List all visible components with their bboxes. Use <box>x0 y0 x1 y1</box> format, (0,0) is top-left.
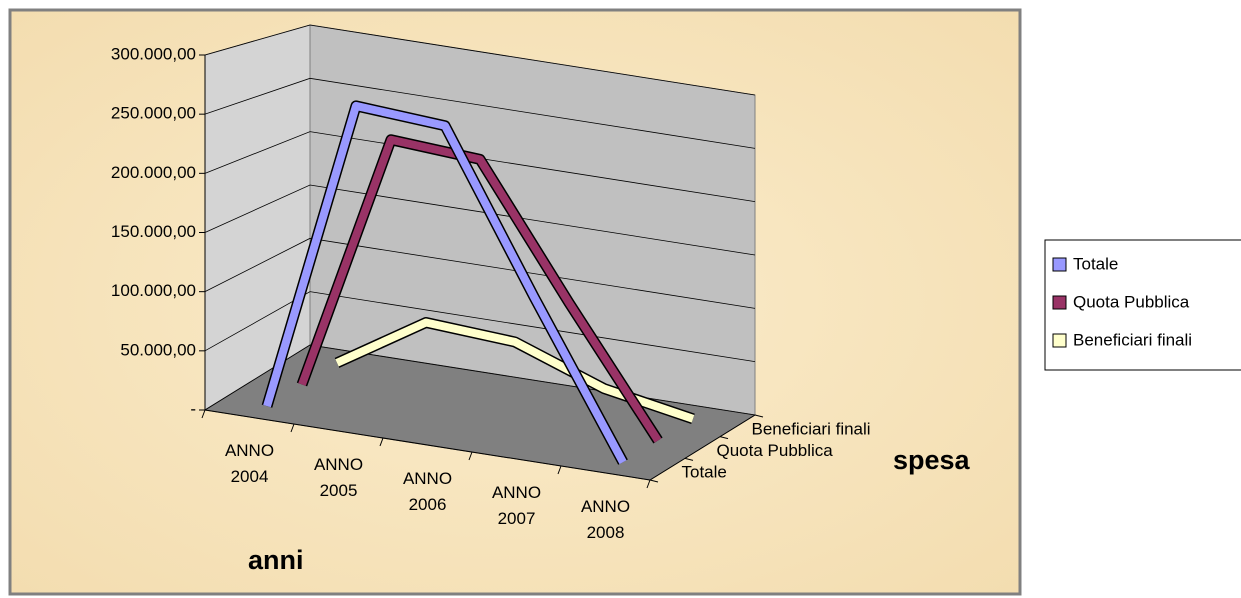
depth-tick <box>754 414 764 418</box>
y-tick-label: 100.000,00 <box>111 281 196 300</box>
depth-tick <box>684 457 694 461</box>
grid-line <box>204 131 756 203</box>
x-tick-label: ANNO 2008 <box>581 497 630 542</box>
x-axis <box>204 409 651 481</box>
y-tick-label: 150.000,00 <box>111 222 196 241</box>
grid-line <box>204 77 756 149</box>
legend-label: Quota Pubblica <box>1073 292 1190 311</box>
x-tick-label-line: 2004 <box>231 467 269 486</box>
y-tick-label: 50.000,00 <box>120 340 196 359</box>
grid-line <box>204 184 756 256</box>
x-tick-label-line: ANNO <box>314 455 363 474</box>
x-tick-label: ANNO 2004 <box>225 441 274 486</box>
y-tick-label: 200.000,00 <box>111 163 196 182</box>
grid-line <box>204 291 756 363</box>
depth-axis-title: spesa <box>893 445 971 475</box>
x-tick-label-line: 2005 <box>320 481 358 500</box>
legend-swatch <box>1052 257 1067 272</box>
x-tick <box>201 409 206 419</box>
grid-line <box>204 24 756 96</box>
line-series <box>298 135 662 443</box>
legend-swatch <box>1052 333 1067 348</box>
y-tick-label: - <box>190 399 196 418</box>
left-wall <box>204 24 311 411</box>
legend-swatch <box>1052 295 1067 310</box>
x-tick-label-line: ANNO <box>492 483 541 502</box>
y-tick-label: 300.000,00 <box>111 44 196 63</box>
x-tick-label-line: 2008 <box>587 523 625 542</box>
x-axis-title: anni <box>248 545 304 575</box>
legend <box>1044 239 1241 371</box>
depth-tick <box>649 479 659 483</box>
grid-line <box>204 237 756 309</box>
x-tick <box>379 437 384 447</box>
legend-label: Beneficiari finali <box>1073 330 1192 349</box>
depth-tick-label: Totale <box>682 463 727 482</box>
line-series <box>263 101 627 465</box>
x-tick-label-line: ANNO <box>581 497 630 516</box>
x-tick <box>557 465 562 475</box>
x-tick-label-line: ANNO <box>403 469 452 488</box>
depth-axis <box>649 414 756 481</box>
x-tick <box>290 423 295 433</box>
x-tick-label-line: 2007 <box>498 509 536 528</box>
depth-tick-label: Quota Pubblica <box>717 441 834 460</box>
depth-tick-label: Beneficiari finali <box>752 419 871 438</box>
depth-tick <box>719 436 729 440</box>
legend-label: Totale <box>1073 254 1118 273</box>
x-tick <box>468 451 473 461</box>
x-tick-label: ANNO 2007 <box>492 483 541 528</box>
x-tick-label-line: 2006 <box>409 495 447 514</box>
x-tick-label-line: ANNO <box>225 441 274 460</box>
x-tick-label: ANNO 2006 <box>403 469 452 514</box>
x-tick-label: ANNO 2005 <box>314 455 363 500</box>
x-tick <box>646 479 651 489</box>
y-tick-label: 250.000,00 <box>111 104 196 123</box>
